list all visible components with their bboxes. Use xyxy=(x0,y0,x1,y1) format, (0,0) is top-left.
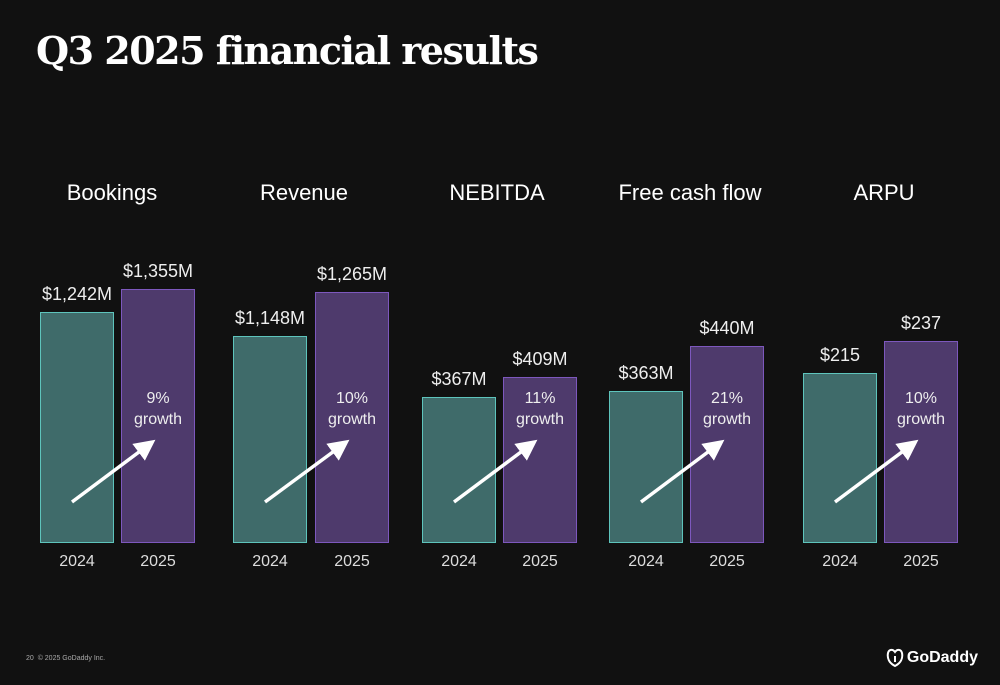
value-label: $237 xyxy=(900,313,942,333)
value-label: $215 xyxy=(819,345,861,365)
value-label: $409M xyxy=(512,349,568,369)
logo-text: GoDaddy xyxy=(906,649,978,666)
growth-label: 10% growth xyxy=(312,388,392,430)
copyright: © 2025 GoDaddy Inc. xyxy=(37,655,106,662)
group-title: ARPU xyxy=(853,180,915,205)
growth-percent: 21% xyxy=(710,390,744,407)
growth-arrow-icon xyxy=(452,439,538,504)
growth-percent: 10% xyxy=(904,390,938,407)
growth-percent: 10% xyxy=(335,390,369,407)
godaddy-logo: GoDaddy xyxy=(886,648,978,668)
growth-label: 9% growth xyxy=(118,388,198,430)
year-label: 2025 xyxy=(334,553,370,570)
growth-label: 21% growth xyxy=(687,388,767,430)
growth-word: growth xyxy=(702,411,752,428)
year-label: 2025 xyxy=(522,553,558,570)
growth-arrow-icon xyxy=(263,439,350,504)
value-label: $1,148M xyxy=(234,308,306,328)
page-title: Q3 2025 financial results xyxy=(36,28,539,73)
growth-percent: 11% xyxy=(524,390,556,407)
value-label: $440M xyxy=(699,318,755,338)
group-title: Free cash flow xyxy=(618,180,762,205)
year-label: 2024 xyxy=(441,553,477,570)
bar-2024 xyxy=(803,373,877,543)
page-number: 20 xyxy=(26,655,34,662)
bar-2024 xyxy=(40,312,114,543)
growth-percent: 9% xyxy=(146,390,170,407)
footer: 20 © 2025 GoDaddy Inc. xyxy=(26,655,105,662)
bar-2025 xyxy=(121,289,195,543)
year-label: 2025 xyxy=(140,553,176,570)
value-label: $1,265M xyxy=(316,264,388,284)
bar-2024 xyxy=(233,336,307,543)
group-title: Revenue xyxy=(259,180,349,205)
growth-arrow-icon xyxy=(70,439,156,504)
growth-arrow-icon xyxy=(833,439,919,504)
growth-label: 10% growth xyxy=(881,388,961,430)
growth-arrow-icon xyxy=(639,439,725,504)
bar-2024 xyxy=(609,391,683,543)
value-label: $1,242M xyxy=(41,284,113,304)
year-label: 2024 xyxy=(628,553,664,570)
value-label: $1,355M xyxy=(122,261,194,281)
year-label: 2024 xyxy=(822,553,858,570)
year-label: 2025 xyxy=(709,553,745,570)
group-title: Bookings xyxy=(66,180,158,205)
bar-2024 xyxy=(422,397,496,543)
godaddy-heart-icon xyxy=(886,648,904,668)
year-label: 2024 xyxy=(252,553,288,570)
growth-word: growth xyxy=(327,411,377,428)
group-title: NEBITDA xyxy=(449,180,545,205)
growth-word: growth xyxy=(896,411,946,428)
year-label: 2025 xyxy=(903,553,939,570)
growth-word: growth xyxy=(515,411,565,428)
bar-2025 xyxy=(315,292,389,543)
growth-word: growth xyxy=(133,411,183,428)
value-label: $367M xyxy=(431,369,487,389)
year-label: 2024 xyxy=(59,553,95,570)
value-label: $363M xyxy=(618,363,674,383)
growth-label: 11% growth xyxy=(500,388,580,430)
